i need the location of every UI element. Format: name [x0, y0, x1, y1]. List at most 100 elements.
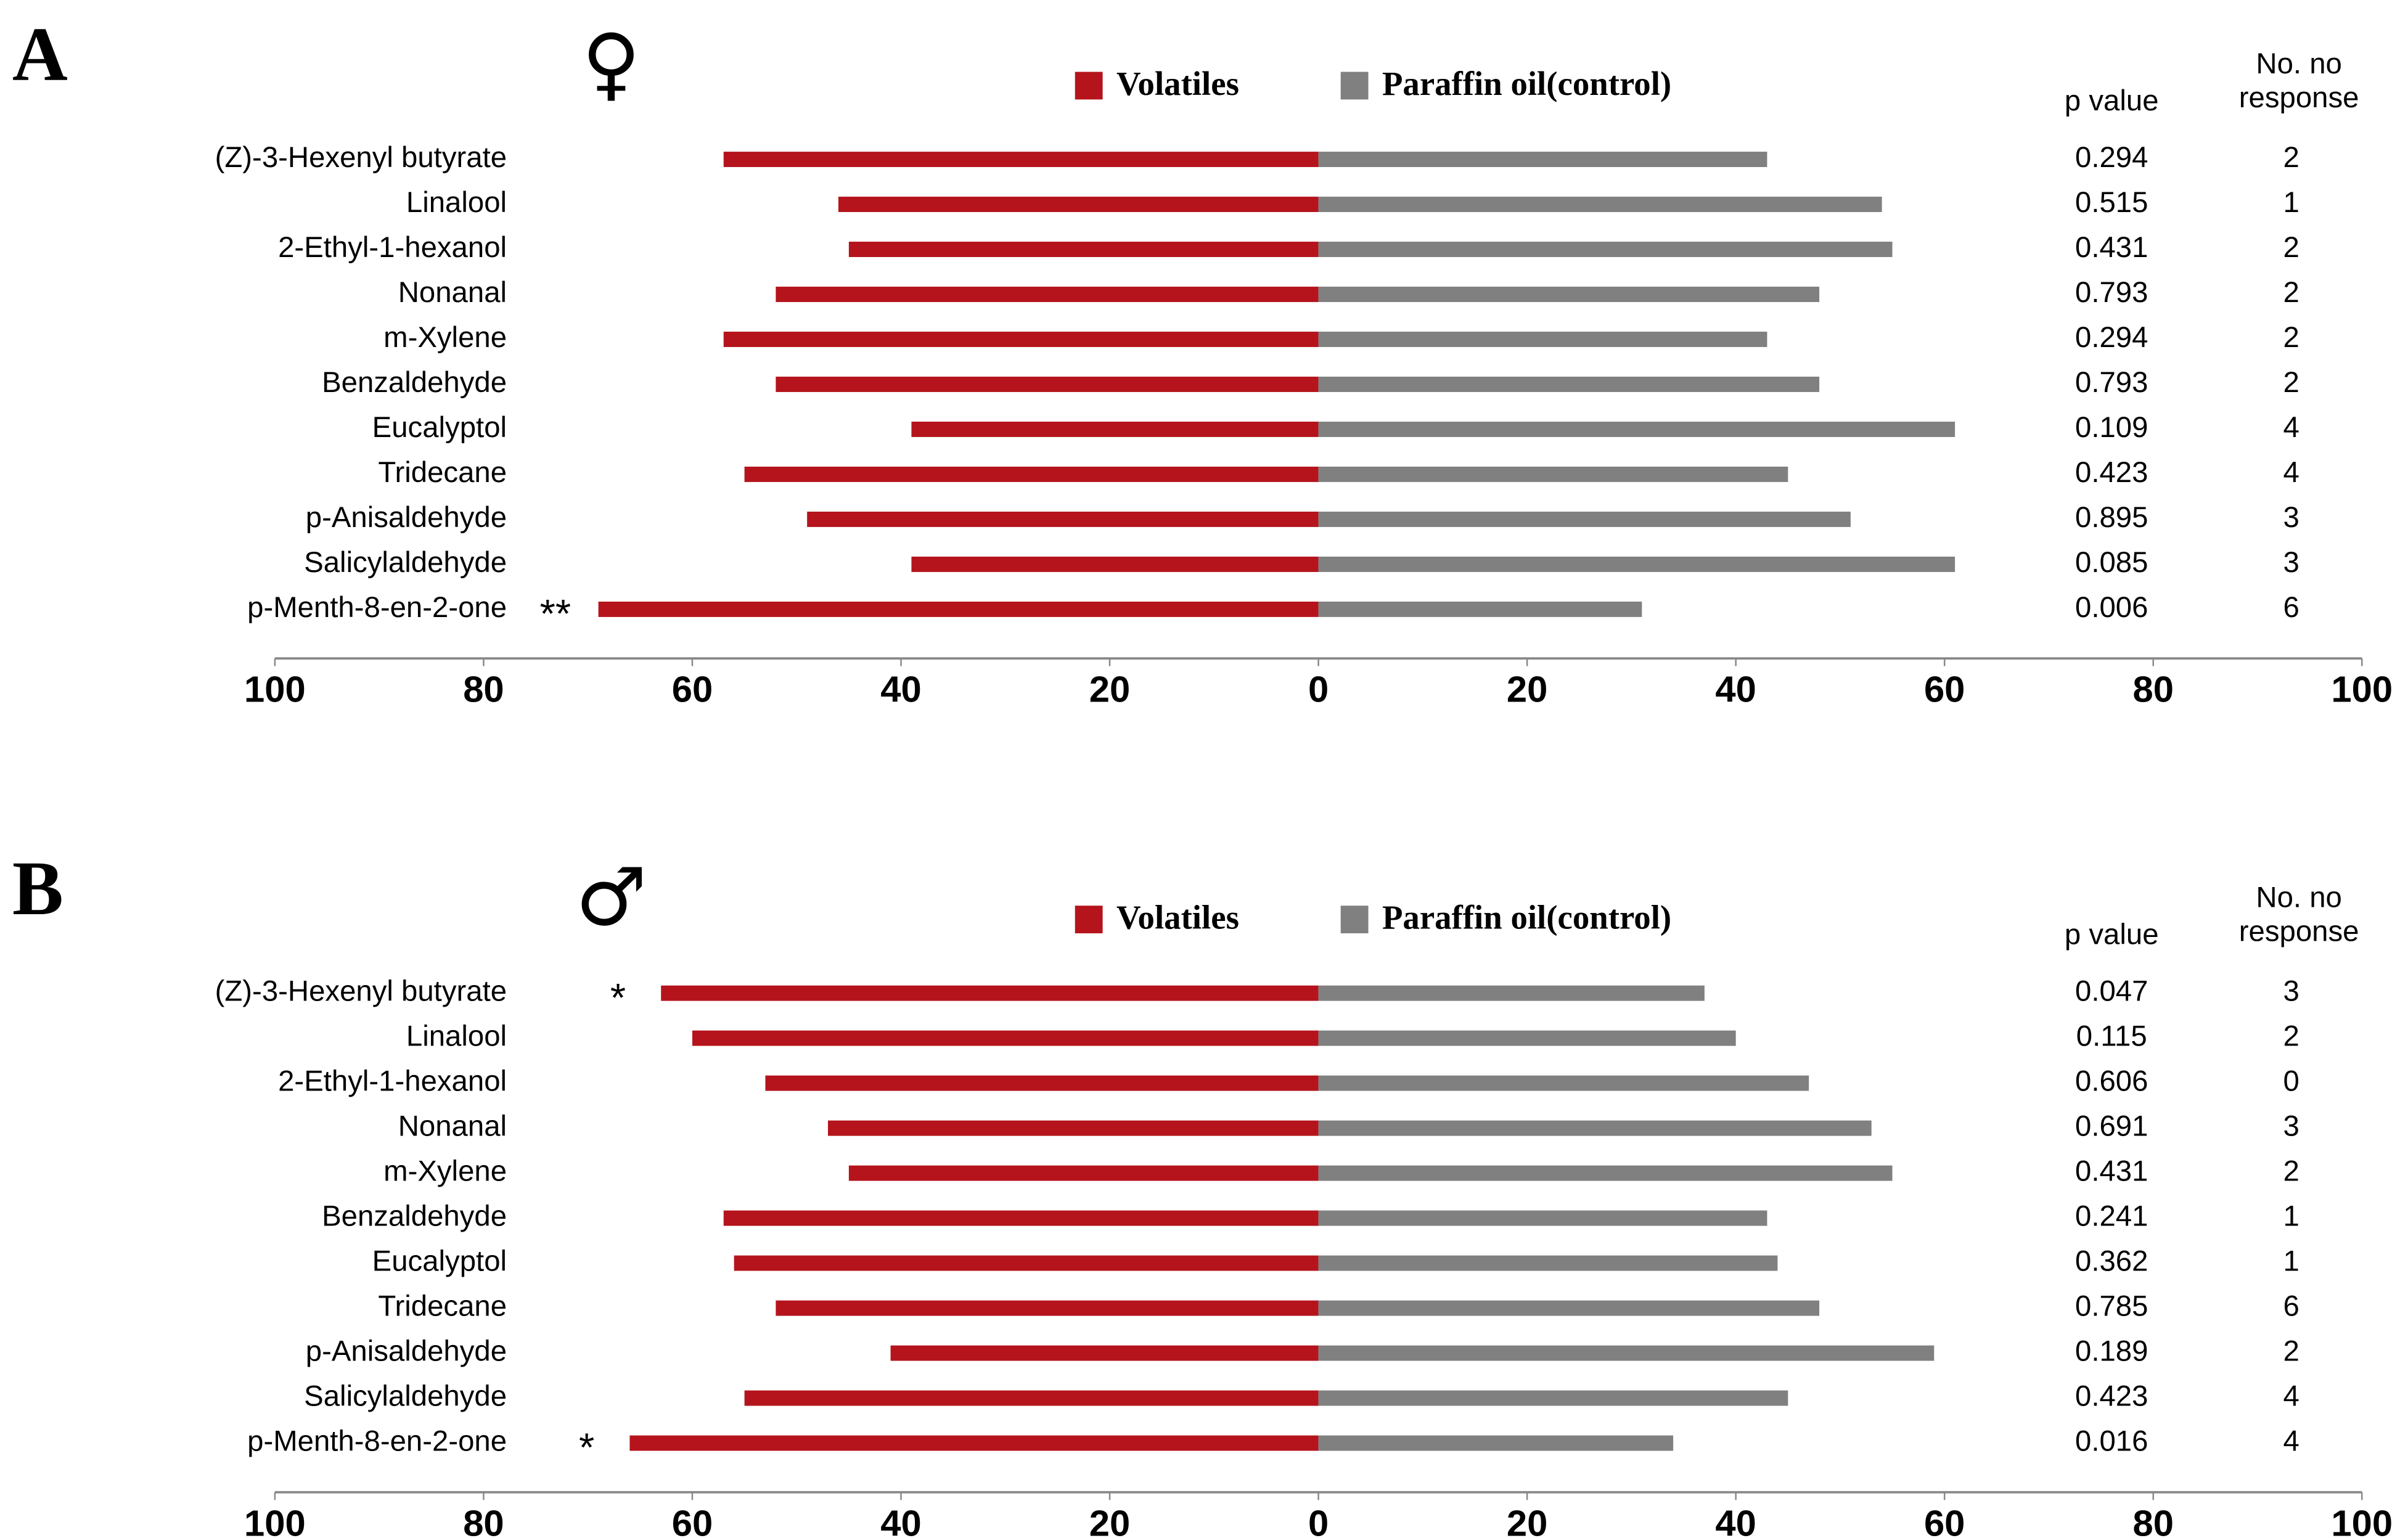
column-header: p value [2065, 918, 2159, 951]
x-tick-label: 60 [672, 669, 713, 710]
x-tick-label: 0 [1308, 669, 1329, 710]
bar [744, 467, 1319, 482]
no-response: 4 [2283, 456, 2299, 489]
no-response: 3 [2283, 546, 2299, 579]
legend-swatch [1075, 72, 1103, 100]
bar [1318, 1390, 1788, 1406]
p-value: 0.785 [2075, 1290, 2148, 1323]
category-label: Eucalyptol [372, 1245, 507, 1278]
category-label: (Z)-3-Hexenyl butyrate [215, 975, 507, 1008]
p-value: 0.515 [2075, 186, 2148, 219]
x-tick-label: 100 [244, 1502, 306, 1538]
p-value: 0.241 [2075, 1200, 2148, 1233]
bar [838, 197, 1319, 212]
bar [1318, 152, 1767, 167]
x-tick-label: 0 [1308, 1502, 1329, 1538]
p-value: 0.423 [2075, 1380, 2148, 1413]
bar [776, 1300, 1319, 1316]
bar [1318, 1435, 1674, 1451]
category-label: p-Menth-8-en-2-one [247, 1425, 507, 1458]
category-label: Linalool [406, 1020, 507, 1053]
bar [1318, 1165, 1893, 1181]
category-label: p-Anisaldehyde [306, 501, 507, 534]
significance: ** [540, 591, 571, 636]
column-header: response [2239, 81, 2359, 114]
x-tick-label: 80 [2132, 669, 2173, 710]
category-label: Eucalyptol [372, 411, 507, 444]
no-response: 1 [2283, 1200, 2299, 1233]
bar [1318, 332, 1767, 347]
column-header: response [2239, 915, 2359, 948]
legend-label: Volatiles [1116, 899, 1239, 936]
bar [1318, 985, 1705, 1001]
bar [1318, 1030, 1736, 1046]
category-label: Nonanal [398, 1110, 507, 1143]
sex-symbol: ♀ [582, 17, 641, 110]
p-value: 0.895 [2075, 501, 2148, 534]
category-label: m-Xylene [383, 321, 507, 354]
bar [1318, 377, 1820, 392]
x-tick-label: 20 [1089, 669, 1130, 710]
x-tick-label: 40 [880, 1502, 921, 1538]
legend-swatch [1075, 906, 1103, 934]
p-value: 0.793 [2075, 276, 2148, 309]
x-tick-label: 100 [244, 669, 306, 710]
no-response: 3 [2283, 501, 2299, 534]
no-response: 2 [2283, 1335, 2299, 1368]
bar [1318, 422, 1955, 437]
bar [1318, 1255, 1778, 1271]
category-label: Tridecane [378, 456, 507, 489]
bar [1318, 601, 1642, 617]
bar [848, 242, 1319, 257]
no-response: 1 [2283, 1245, 2299, 1278]
no-response: 2 [2283, 321, 2299, 354]
bar [661, 985, 1319, 1001]
no-response: 2 [2283, 1155, 2299, 1188]
significance: * [610, 975, 626, 1020]
bar [1318, 287, 1820, 302]
bar [911, 556, 1319, 572]
bar [828, 1120, 1319, 1136]
bar [1318, 467, 1788, 482]
column-header: No. no [2256, 881, 2341, 914]
x-tick-label: 20 [1089, 1502, 1130, 1538]
category-label: p-Menth-8-en-2-one [247, 591, 507, 624]
x-tick-label: 60 [1924, 669, 1965, 710]
x-tick-label: 20 [1507, 1502, 1547, 1538]
p-value: 0.047 [2075, 975, 2148, 1008]
p-value: 0.294 [2075, 321, 2148, 354]
x-tick-label: 20 [1507, 669, 1547, 710]
no-response: 3 [2283, 1110, 2299, 1143]
bar [1318, 1075, 1809, 1091]
category-label: Nonanal [398, 276, 507, 309]
bar [848, 1165, 1319, 1181]
p-value: 0.016 [2075, 1425, 2148, 1458]
bar [807, 511, 1319, 527]
x-tick-label: 40 [1715, 669, 1756, 710]
p-value: 0.606 [2075, 1065, 2148, 1098]
bar [1318, 511, 1851, 527]
no-response: 4 [2283, 411, 2299, 444]
no-response: 3 [2283, 975, 2299, 1008]
bar [1318, 242, 1893, 257]
category-label: Benzaldehyde [322, 366, 507, 399]
category-label: Linalool [406, 186, 507, 219]
sex-symbol: ♂ [575, 851, 647, 944]
x-tick-label: 60 [1924, 1502, 1965, 1538]
no-response: 2 [2283, 1020, 2299, 1053]
p-value: 0.189 [2075, 1335, 2148, 1368]
bar [723, 332, 1319, 347]
bar [598, 601, 1319, 617]
x-tick-label: 100 [2331, 669, 2393, 710]
bar [744, 1390, 1319, 1406]
x-tick-label: 80 [463, 1502, 504, 1538]
bar [734, 1255, 1319, 1271]
panel-label: B [12, 846, 63, 931]
x-tick-label: 80 [463, 669, 504, 710]
p-value: 0.085 [2075, 546, 2148, 579]
bar [1318, 1300, 1820, 1316]
category-label: Salicylaldehyde [304, 546, 507, 579]
x-tick-label: 40 [1715, 1502, 1756, 1538]
bar [765, 1075, 1319, 1091]
column-header: p value [2065, 84, 2159, 117]
